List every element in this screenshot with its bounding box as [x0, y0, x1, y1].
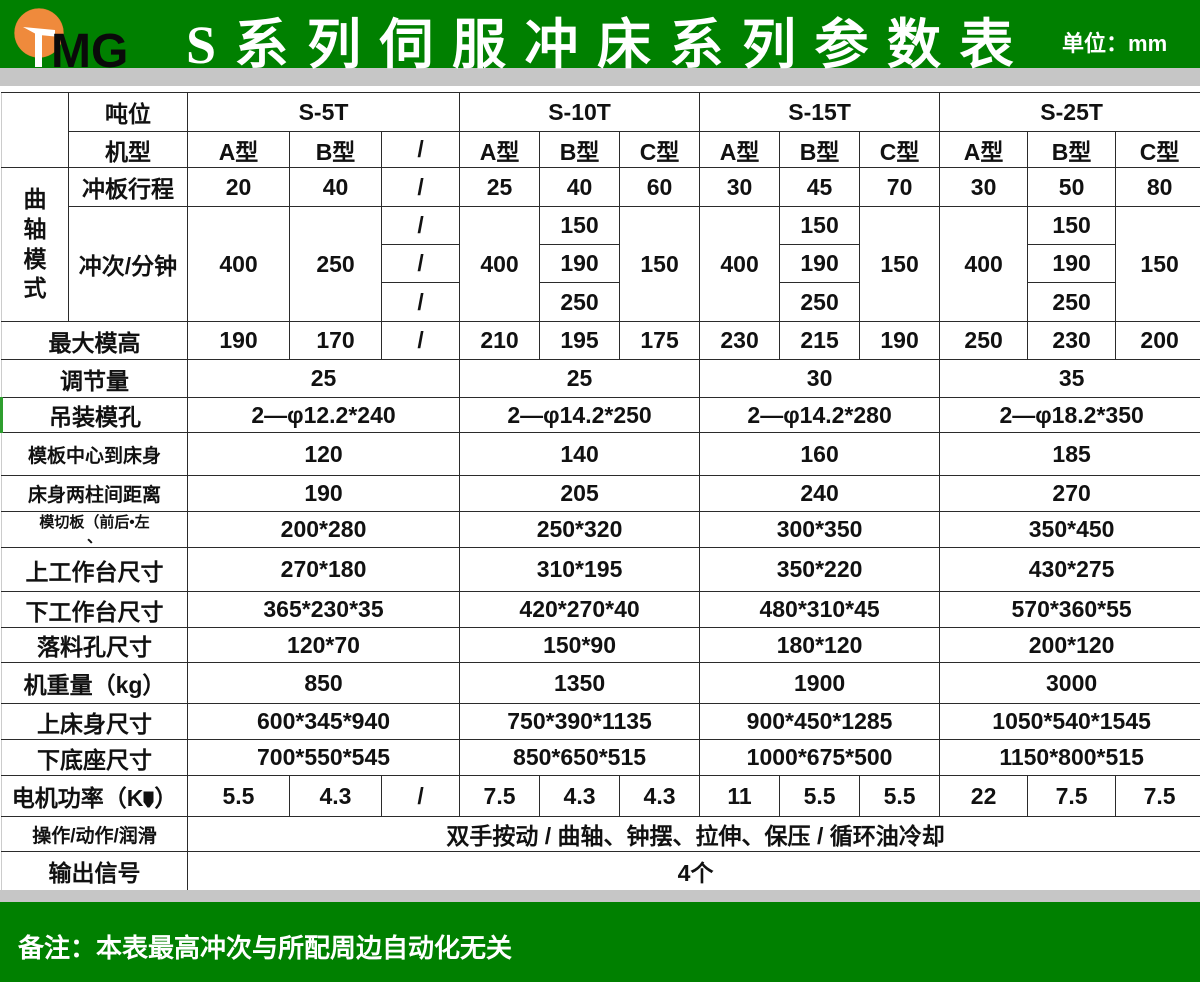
- svg-text:MG: MG: [51, 25, 128, 70]
